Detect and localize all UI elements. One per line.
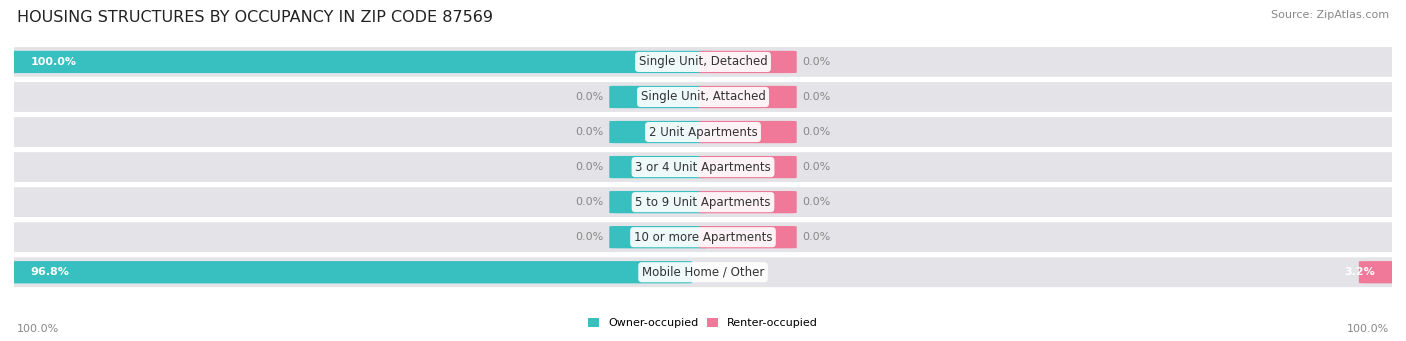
Text: 10 or more Apartments: 10 or more Apartments <box>634 231 772 244</box>
Text: 96.8%: 96.8% <box>31 267 69 277</box>
FancyBboxPatch shape <box>0 187 1406 217</box>
Text: 100.0%: 100.0% <box>1347 324 1389 334</box>
Text: 0.0%: 0.0% <box>575 232 603 242</box>
FancyBboxPatch shape <box>0 222 1406 252</box>
Text: 0.0%: 0.0% <box>575 162 603 172</box>
FancyBboxPatch shape <box>609 191 707 213</box>
Text: HOUSING STRUCTURES BY OCCUPANCY IN ZIP CODE 87569: HOUSING STRUCTURES BY OCCUPANCY IN ZIP C… <box>17 10 494 25</box>
FancyBboxPatch shape <box>699 156 797 178</box>
FancyBboxPatch shape <box>0 117 1406 147</box>
FancyBboxPatch shape <box>3 51 714 73</box>
FancyBboxPatch shape <box>0 152 1406 182</box>
FancyBboxPatch shape <box>0 257 1406 287</box>
Text: 0.0%: 0.0% <box>575 127 603 137</box>
Legend: Owner-occupied, Renter-occupied: Owner-occupied, Renter-occupied <box>588 318 818 328</box>
FancyBboxPatch shape <box>609 86 707 108</box>
Text: 0.0%: 0.0% <box>803 57 831 67</box>
FancyBboxPatch shape <box>609 156 707 178</box>
FancyBboxPatch shape <box>1358 261 1403 283</box>
Text: 0.0%: 0.0% <box>803 127 831 137</box>
Text: 100.0%: 100.0% <box>17 324 59 334</box>
Text: 5 to 9 Unit Apartments: 5 to 9 Unit Apartments <box>636 196 770 209</box>
Text: 100.0%: 100.0% <box>31 57 76 67</box>
Text: 0.0%: 0.0% <box>575 92 603 102</box>
FancyBboxPatch shape <box>3 261 692 283</box>
FancyBboxPatch shape <box>609 226 707 248</box>
FancyBboxPatch shape <box>699 86 797 108</box>
FancyBboxPatch shape <box>699 51 797 73</box>
Text: Single Unit, Attached: Single Unit, Attached <box>641 90 765 104</box>
FancyBboxPatch shape <box>609 121 707 143</box>
Text: Mobile Home / Other: Mobile Home / Other <box>641 266 765 279</box>
Text: 3.2%: 3.2% <box>1344 267 1375 277</box>
Text: 2 Unit Apartments: 2 Unit Apartments <box>648 125 758 138</box>
FancyBboxPatch shape <box>699 226 797 248</box>
FancyBboxPatch shape <box>699 191 797 213</box>
Text: 0.0%: 0.0% <box>803 232 831 242</box>
Text: Single Unit, Detached: Single Unit, Detached <box>638 56 768 69</box>
Text: 3 or 4 Unit Apartments: 3 or 4 Unit Apartments <box>636 161 770 174</box>
Text: 0.0%: 0.0% <box>803 197 831 207</box>
Text: 0.0%: 0.0% <box>803 92 831 102</box>
FancyBboxPatch shape <box>699 121 797 143</box>
FancyBboxPatch shape <box>0 82 1406 112</box>
Text: Source: ZipAtlas.com: Source: ZipAtlas.com <box>1271 10 1389 20</box>
FancyBboxPatch shape <box>0 47 1406 77</box>
Text: 0.0%: 0.0% <box>575 197 603 207</box>
Text: 0.0%: 0.0% <box>803 162 831 172</box>
